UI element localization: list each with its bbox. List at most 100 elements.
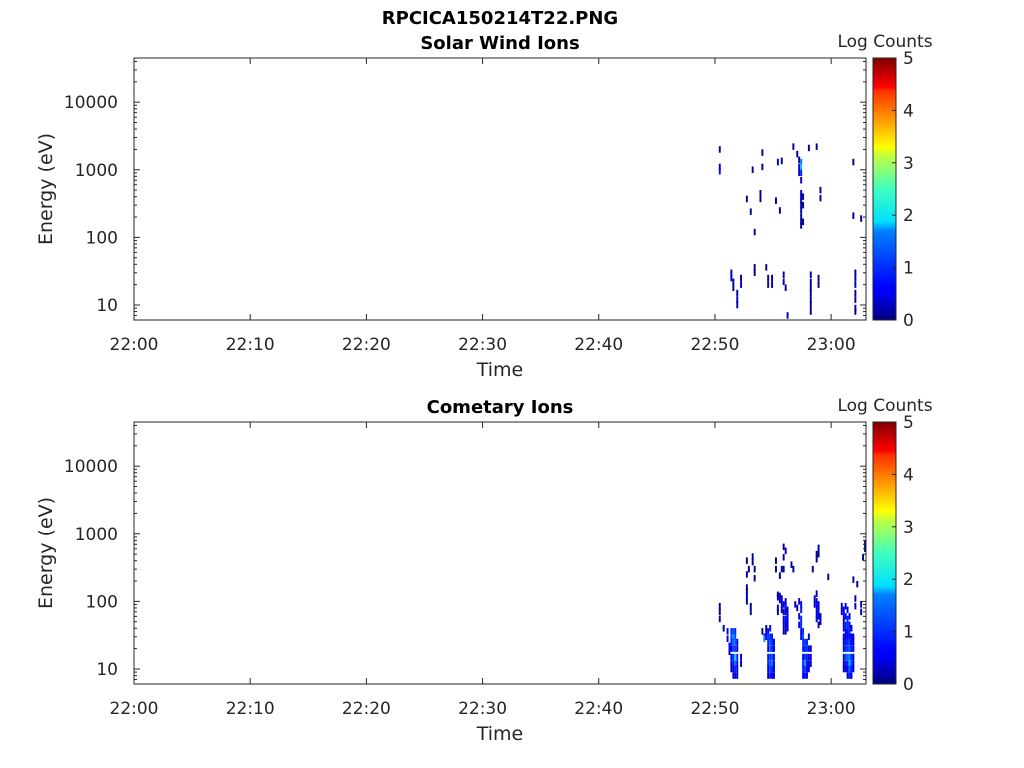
heatmap-cell: [732, 628, 735, 635]
heatmap-cell: [800, 177, 803, 184]
heatmap-cell: [807, 660, 810, 667]
heatmap-cell: [736, 289, 739, 297]
heatmap-cell: [740, 274, 743, 282]
heatmap-cell: [846, 615, 849, 623]
heatmap-cell: [852, 212, 855, 219]
heatmap-cell: [807, 665, 810, 673]
heatmap-cell: [842, 638, 845, 646]
heatmap-cell: [736, 296, 739, 303]
heatmap-cell: [780, 601, 783, 608]
y-tick-label: 10: [96, 660, 118, 680]
heatmap-cell: [802, 218, 805, 226]
heatmap-cell: [736, 653, 739, 661]
heatmap-cell: [800, 633, 803, 640]
heatmap-cell: [726, 635, 729, 642]
heatmap-cell: [776, 158, 779, 166]
heatmap-cell: [761, 628, 764, 635]
y-axis-label: Energy (eV): [35, 497, 57, 609]
heatmap-cell: [817, 621, 820, 629]
heatmap-cell: [763, 635, 766, 642]
heatmap-cell: [767, 628, 770, 635]
heatmap-cell: [804, 665, 806, 673]
heatmap-cell: [842, 606, 845, 614]
heatmap-cell: [800, 213, 803, 221]
heatmap-cell: [844, 638, 847, 646]
heatmap-cell: [852, 645, 855, 652]
heatmap-cell: [767, 660, 770, 667]
heatmap-cell: [771, 672, 774, 679]
heatmap-cell: [782, 615, 785, 623]
heatmap-cell: [846, 665, 849, 673]
heatmap-cell: [771, 274, 774, 282]
heatmap-cell: [817, 613, 820, 620]
heatmap-cell: [776, 608, 779, 616]
x-tick-label: 22:00: [110, 699, 159, 719]
heatmap-cell: [802, 633, 805, 640]
heatmap-cell: [864, 540, 867, 547]
heatmap-cell: [730, 638, 733, 646]
x-axis-label: Time: [476, 359, 524, 381]
heatmap-cell: [842, 653, 845, 661]
heatmap-cell: [734, 628, 737, 635]
heatmap-cell: [848, 621, 851, 629]
heatmap-cell: [782, 278, 785, 286]
heatmap-cell: [771, 633, 774, 640]
heatmap-cell: [815, 590, 818, 597]
x-axis-label: Time: [476, 723, 524, 745]
heatmap-cell: [730, 645, 733, 652]
heatmap-cell: [769, 638, 772, 646]
heatmap-cell: [736, 301, 739, 309]
heatmap-cell: [780, 565, 783, 573]
colorbar-tick-label: 2: [903, 570, 914, 590]
heatmap-cell: [850, 660, 853, 667]
heatmap-cell: [848, 638, 851, 646]
heatmap-cell: [745, 557, 748, 564]
x-tick-label: 22:20: [342, 699, 391, 719]
heatmap-cell: [751, 558, 754, 566]
heatmap-cell: [850, 633, 853, 640]
y-tick-label: 100: [86, 592, 118, 612]
heatmap-cell: [769, 625, 772, 632]
heatmap-cell: [782, 271, 785, 278]
heatmap-cell: [800, 201, 803, 209]
heatmap-cell: [815, 615, 818, 623]
heatmap-cell: [809, 278, 812, 286]
heatmap-cell: [773, 653, 775, 661]
heatmap-cell: [854, 269, 857, 276]
heatmap-cell: [804, 653, 806, 661]
heatmap-cell: [775, 565, 777, 573]
heatmap-cell: [806, 665, 808, 673]
heatmap-cell: [767, 672, 770, 679]
heatmap-cell: [804, 645, 806, 652]
heatmap-cell: [800, 601, 803, 608]
heatmap-cell: [749, 602, 752, 610]
heatmap-cell: [844, 660, 847, 667]
heatmap-cell: [800, 606, 803, 614]
heatmap-cell: [753, 565, 756, 573]
colorbar-tick-label: 1: [903, 623, 914, 643]
heatmap-cell: [846, 672, 849, 679]
heatmap-cell: [782, 608, 785, 616]
y-tick-label: 1000: [75, 525, 118, 545]
heatmap-cell: [767, 645, 770, 652]
heatmap-cell: [840, 608, 843, 616]
heatmap-cell: [817, 544, 820, 552]
heatmap-cell: [732, 638, 735, 646]
heatmap-cell: [751, 553, 754, 560]
heatmap-cell: [784, 628, 787, 635]
heatmap-cell: [782, 601, 785, 608]
heatmap-cell: [769, 672, 772, 679]
heatmap-cell: [778, 596, 781, 604]
heatmap-cell: [732, 672, 735, 679]
axes-frame: [133, 421, 867, 685]
heatmap-cell: [782, 628, 785, 635]
axes-frame: [133, 57, 867, 321]
x-tick-label: 22:10: [226, 335, 275, 355]
y-tick-label: 100: [86, 228, 118, 248]
heatmap-cell: [848, 672, 851, 679]
heatmap-cell: [817, 274, 820, 282]
heatmap-cell: [771, 665, 774, 673]
heatmap-cell: [773, 638, 775, 646]
heatmap-cell: [800, 158, 803, 166]
heatmap-cell: [848, 613, 851, 620]
